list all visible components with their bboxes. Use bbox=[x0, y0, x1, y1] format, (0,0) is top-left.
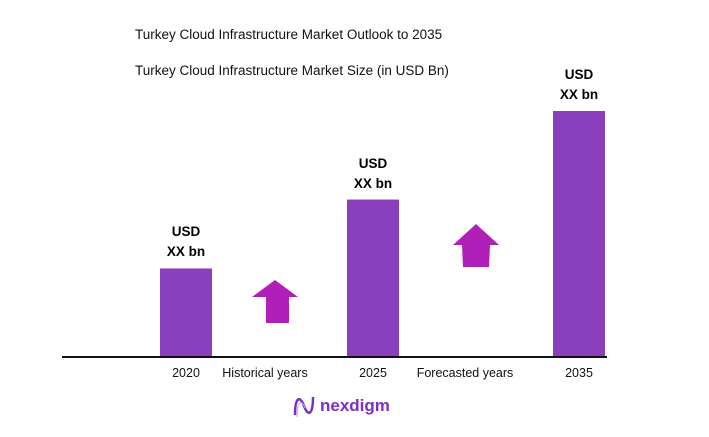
forecast-growth-arrow-icon bbox=[453, 224, 499, 267]
x-tick-2020: 2020 bbox=[172, 366, 200, 380]
x-tick-2025: 2025 bbox=[359, 366, 387, 380]
data-label-currency: USD bbox=[564, 67, 594, 82]
logo-text: nexdigm bbox=[320, 396, 390, 415]
period-label-forecasted: Forecasted years bbox=[416, 366, 514, 380]
data-label-2035: USD XX bn bbox=[539, 65, 619, 105]
historical-growth-arrow-icon bbox=[252, 280, 298, 323]
data-label-value: XX bn bbox=[559, 87, 599, 102]
data-label-value: XX bn bbox=[353, 175, 393, 191]
nexdigm-logo-icon bbox=[293, 396, 315, 418]
bar-2035 bbox=[553, 111, 605, 357]
data-label-value: XX bn bbox=[166, 244, 206, 260]
period-label-historical: Historical years bbox=[222, 366, 308, 380]
x-tick-2035: 2035 bbox=[565, 366, 593, 380]
data-label-2020: USD XX bn bbox=[146, 222, 226, 262]
data-label-currency: USD bbox=[171, 224, 201, 240]
chart-subtitle: Turkey Cloud Infrastructure Market Size … bbox=[135, 63, 449, 78]
chart-title: Turkey Cloud Infrastructure Market Outlo… bbox=[135, 27, 443, 42]
bar-2020 bbox=[160, 268, 212, 357]
data-label-2025: USD XX bn bbox=[333, 154, 413, 194]
nexdigm-logo: nexdigm bbox=[292, 393, 390, 419]
data-label-currency: USD bbox=[358, 155, 388, 171]
bar-2025 bbox=[347, 199, 399, 357]
